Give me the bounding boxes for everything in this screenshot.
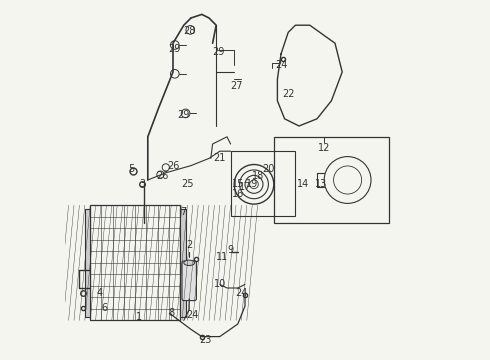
- Text: 13: 13: [315, 179, 327, 189]
- Text: 28: 28: [183, 26, 196, 36]
- Text: 18: 18: [251, 171, 264, 181]
- Text: 6: 6: [101, 303, 108, 313]
- Text: 29: 29: [212, 47, 224, 57]
- Bar: [274, 137, 389, 223]
- Text: 5: 5: [128, 164, 135, 174]
- Bar: [85, 209, 90, 317]
- Text: 19: 19: [246, 179, 258, 189]
- Text: 15: 15: [232, 179, 244, 189]
- Bar: [231, 151, 295, 216]
- Text: 25: 25: [181, 179, 194, 189]
- Text: 3: 3: [139, 179, 146, 189]
- Text: 24: 24: [235, 288, 247, 298]
- Text: 29: 29: [169, 44, 181, 54]
- Text: 11: 11: [216, 252, 228, 262]
- FancyBboxPatch shape: [182, 261, 196, 301]
- Text: 26: 26: [156, 171, 169, 181]
- Text: 26: 26: [167, 161, 179, 171]
- Text: 29: 29: [177, 110, 190, 120]
- Text: 12: 12: [318, 143, 330, 153]
- Ellipse shape: [184, 260, 195, 266]
- Text: 4: 4: [96, 288, 102, 298]
- Text: 24: 24: [187, 310, 199, 320]
- Text: 17: 17: [239, 182, 251, 192]
- Text: 1: 1: [136, 312, 142, 322]
- Text: 9: 9: [227, 245, 234, 255]
- Bar: [90, 205, 180, 320]
- Text: 14: 14: [296, 179, 309, 189]
- Text: 8: 8: [168, 308, 174, 318]
- Text: 22: 22: [282, 89, 294, 99]
- Bar: [180, 209, 186, 317]
- Text: 21: 21: [214, 153, 226, 163]
- Text: 10: 10: [214, 279, 226, 289]
- Text: 7: 7: [181, 207, 187, 217]
- Text: 2: 2: [186, 240, 193, 250]
- Text: 24: 24: [275, 60, 287, 70]
- Text: 27: 27: [230, 81, 242, 91]
- Text: 20: 20: [262, 164, 274, 174]
- Text: 16: 16: [232, 189, 244, 199]
- Text: 23: 23: [199, 335, 212, 345]
